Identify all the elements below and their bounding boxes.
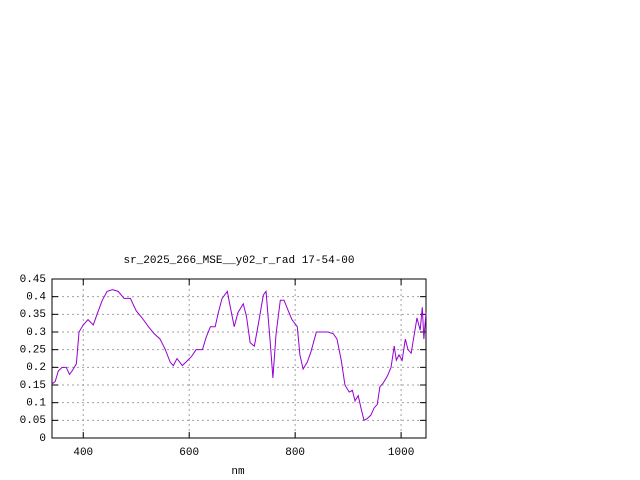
y-tick-label: 0.35 — [20, 309, 46, 321]
x-tick-label: 800 — [285, 447, 305, 459]
data-line — [51, 289, 427, 422]
y-tick-label: 0.1 — [26, 398, 46, 410]
plot-frame — [51, 278, 427, 439]
y-tick-label: 0.4 — [26, 292, 46, 304]
y-tick-label: 0.25 — [20, 345, 46, 357]
y-tick-label: 0.05 — [20, 415, 46, 427]
x-tick-label: 1000 — [388, 447, 414, 459]
y-tick-label: 0 — [39, 433, 46, 445]
x-tick-label: 600 — [179, 447, 199, 459]
chart-title: sr_2025_266_MSE__y02_r_rad 17-54-00 — [123, 255, 354, 267]
y-tick-label: 0.2 — [26, 362, 46, 374]
y-tick-label: 0.3 — [26, 327, 46, 339]
x-axis-label: nm — [231, 466, 245, 478]
y-tick-label: 0.15 — [20, 380, 46, 392]
x-tick-label: 400 — [73, 447, 93, 459]
y-tick-label: 0.45 — [20, 274, 46, 286]
